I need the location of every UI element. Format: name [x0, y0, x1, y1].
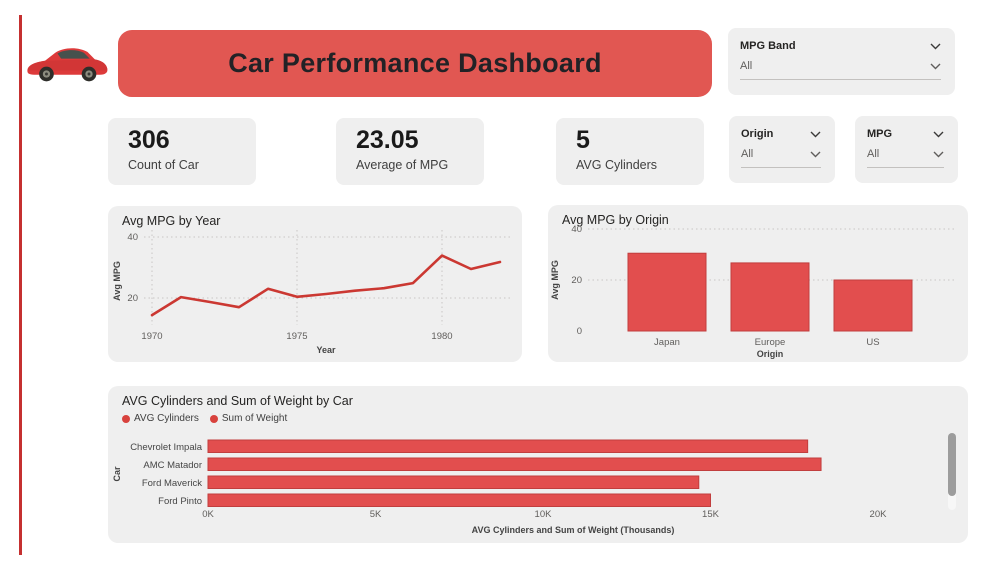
legend-item[interactable]: Sum of Weight: [209, 413, 288, 424]
y-axis-title: Car: [112, 466, 122, 482]
kpi-card-avg-cylinders: 5 AVG Cylinders: [556, 118, 704, 185]
chevron-down-icon[interactable]: [930, 63, 941, 70]
slicer-mpg-value: All: [867, 148, 880, 160]
slicer-mpg-band-value: All: [740, 60, 753, 72]
category-label: Europe: [755, 337, 786, 348]
chevron-down-icon[interactable]: [933, 131, 944, 138]
tick-label: 0K: [202, 509, 214, 520]
slicer-mpg-band-header[interactable]: MPG Band: [740, 40, 941, 52]
kpi-cyl-label: AVG Cylinders: [576, 157, 658, 172]
tick-label: 1975: [286, 331, 307, 342]
category-label: Ford Pinto: [158, 496, 202, 507]
tick-label: 0: [577, 326, 582, 337]
x-axis-title: Year: [316, 345, 336, 355]
legend-dot-icon: [209, 414, 218, 423]
chevron-down-icon[interactable]: [930, 43, 941, 50]
left-accent-bar: [19, 15, 22, 555]
bar-ford-pinto[interactable]: [207, 493, 711, 507]
bar-us[interactable]: [833, 279, 913, 332]
tick-label: 40: [571, 224, 582, 235]
legend-item[interactable]: AVG Cylinders: [122, 413, 199, 424]
tick-label: 1980: [431, 331, 452, 342]
dashboard-title-banner: Car Performance Dashboard: [118, 30, 712, 97]
x-axis-title: AVG Cylinders and Sum of Weight (Thousan…: [472, 525, 675, 535]
chart-scrollbar-thumb[interactable]: [948, 433, 956, 496]
chart-title: Avg MPG by Origin: [562, 213, 669, 227]
kpi-avg-mpg-value: 23.05: [356, 126, 419, 154]
slicer-mpg-dropdown[interactable]: All: [867, 148, 944, 168]
slicer-origin-value: All: [741, 148, 754, 160]
bar-europe[interactable]: [730, 262, 810, 332]
tick-label: 20: [127, 293, 138, 304]
kpi-count-label: Count of Car: [128, 157, 199, 172]
slicer-mpg-header[interactable]: MPG: [867, 128, 944, 140]
chart-title: Avg MPG by Year: [122, 214, 221, 228]
chevron-down-icon[interactable]: [933, 151, 944, 158]
red-car-icon: [27, 48, 108, 82]
slicer-mpg-band-label: MPG Band: [740, 40, 796, 52]
chevron-down-icon[interactable]: [810, 131, 821, 138]
chart-title: AVG Cylinders and Sum of Weight by Car: [122, 394, 353, 408]
bar-amc-matador[interactable]: [207, 457, 822, 471]
kpi-count-value: 306: [128, 126, 170, 154]
slicer-mpg-band: MPG Band All: [728, 28, 955, 95]
slicer-mpg-label: MPG: [867, 128, 893, 140]
line-chart-avg-mpg-by-year: Avg MPG by Year 20 40 1970 1975 1980 Year Avg …: [108, 206, 522, 362]
legend-label: Sum of Weight: [221, 413, 288, 424]
slicer-mpg-band-dropdown[interactable]: All: [740, 60, 941, 80]
kpi-avg-mpg-label: Average of MPG: [356, 157, 449, 172]
cars-chart-svg: Chevrolet Impala AMC Matador Ford Maverick…: [112, 439, 888, 535]
tick-label: 5K: [370, 509, 382, 520]
tick-label: 20: [571, 275, 582, 286]
category-label: Ford Maverick: [142, 478, 202, 489]
origin-chart-plot-area: 0 20 40 Japan Europe US Origin Avg MPG: [548, 205, 968, 367]
category-label: US: [866, 337, 879, 348]
y-axis-title: Avg MPG: [550, 260, 560, 300]
tick-label: 20K: [870, 509, 888, 520]
legend-label: AVG Cylinders: [134, 413, 199, 424]
bar-ford-maverick[interactable]: [207, 475, 700, 489]
bar-japan[interactable]: [627, 252, 707, 332]
line-chart-svg: 20 40 1970 1975 1980 Year Avg MPG: [112, 230, 512, 355]
chart-legend: AVG Cylinders Sum of Weight: [122, 413, 287, 424]
bar-chart-cylinders-weight-by-car: AVG Cylinders and Sum of Weight by Car A…: [108, 386, 968, 543]
tick-label: 15K: [702, 509, 720, 520]
kpi-cyl-value: 5: [576, 126, 590, 154]
x-axis-title: Origin: [757, 349, 784, 359]
bar-chart-avg-mpg-by-origin: Avg MPG by Origin 0 20 40 Japan Europe US Orig…: [548, 205, 968, 362]
kpi-card-average-mpg: 23.05 Average of MPG: [336, 118, 484, 185]
bar-chevrolet-impala[interactable]: [207, 439, 809, 453]
slicer-origin-label: Origin: [741, 128, 774, 140]
y-axis-title: Avg MPG: [112, 261, 122, 301]
slicer-origin-dropdown[interactable]: All: [741, 148, 821, 168]
category-label: Chevrolet Impala: [130, 442, 203, 453]
avg-mpg-trend-line[interactable]: [150, 254, 502, 317]
category-label: Japan: [654, 337, 680, 348]
tick-label: 10K: [535, 509, 553, 520]
page-title: Car Performance Dashboard: [228, 48, 602, 78]
slicer-mpg: MPG All: [855, 116, 958, 183]
origin-chart-svg: 0 20 40 Japan Europe US Origin Avg MPG: [550, 224, 954, 359]
category-label: AMC Matador: [143, 460, 202, 471]
cars-chart-plot-area: Chevrolet Impala AMC Matador Ford Maverick…: [108, 386, 968, 548]
slicer-origin-header[interactable]: Origin: [741, 128, 821, 140]
legend-dot-icon: [122, 414, 130, 423]
line-chart-plot-area: 20 40 1970 1975 1980 Year Avg MPG: [108, 206, 522, 367]
tick-label: 40: [127, 232, 138, 243]
kpi-card-count-of-car: 306 Count of Car: [108, 118, 256, 185]
slicer-origin: Origin All: [729, 116, 835, 183]
chevron-down-icon[interactable]: [810, 151, 821, 158]
tick-label: 1970: [141, 331, 162, 342]
